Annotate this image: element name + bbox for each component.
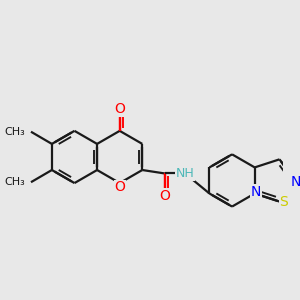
Text: O: O <box>160 189 170 203</box>
Text: S: S <box>279 195 288 208</box>
Text: O: O <box>114 102 125 116</box>
Text: O: O <box>114 180 125 194</box>
Text: CH₃: CH₃ <box>4 177 25 187</box>
Text: N: N <box>251 185 261 199</box>
Text: N: N <box>291 175 300 189</box>
Text: NH: NH <box>176 167 194 180</box>
Text: CH₃: CH₃ <box>4 127 25 137</box>
